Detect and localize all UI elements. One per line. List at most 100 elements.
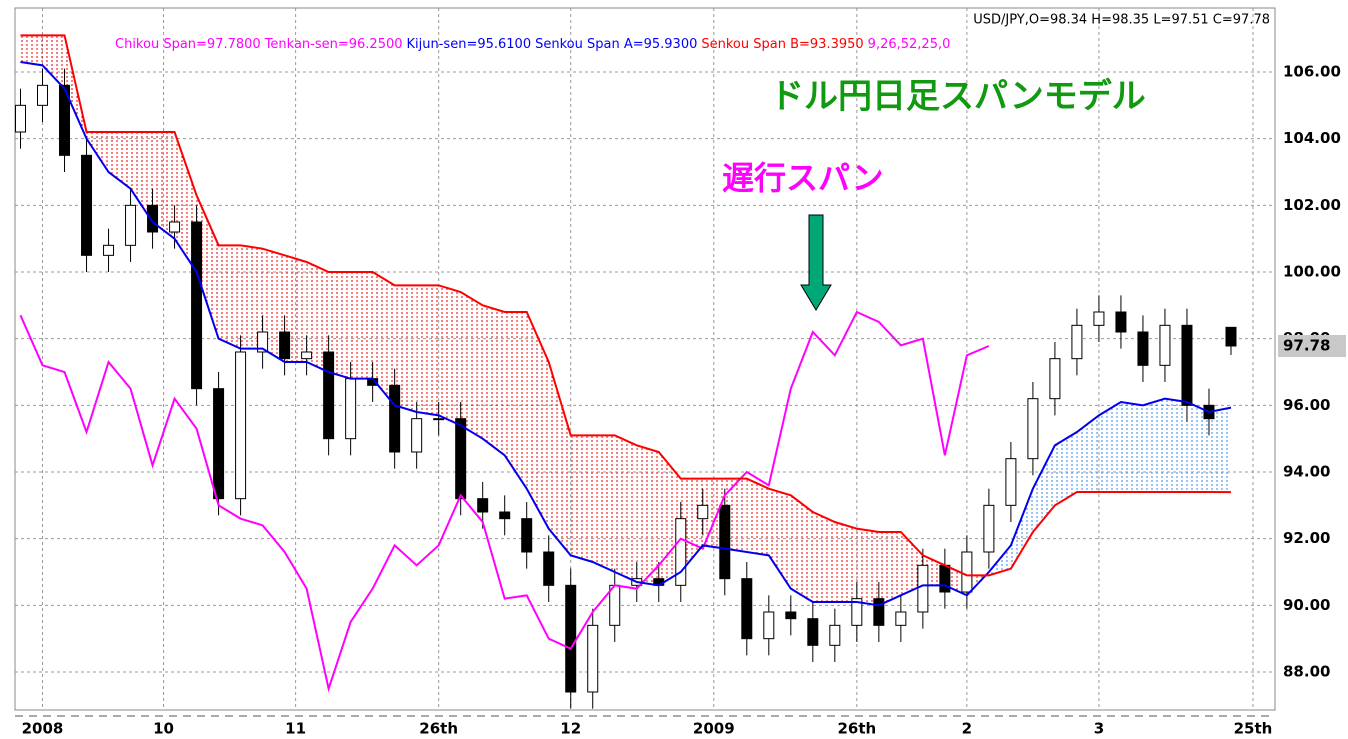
x-tick-label: 2009 <box>693 720 735 738</box>
x-tick-label: 25th <box>1234 720 1273 738</box>
annotation: ドル円日足スパンモデル <box>770 77 1146 117</box>
cloud <box>1142 398 1165 492</box>
cloud <box>218 245 241 349</box>
line <box>20 34 1231 577</box>
line <box>19 310 990 693</box>
cloud <box>152 132 175 239</box>
candle-body <box>675 518 687 586</box>
y-tick-label: 102.00 <box>1283 196 1341 214</box>
cloud <box>614 435 637 582</box>
cloud <box>834 522 857 602</box>
candle-body <box>1071 324 1083 360</box>
candle-body <box>609 584 621 626</box>
candle-body <box>741 578 753 640</box>
candle-body <box>257 331 269 353</box>
candle-body <box>895 611 907 626</box>
x-tick-label: 10 <box>153 720 174 738</box>
candle-body <box>213 388 225 500</box>
cloud <box>768 488 791 589</box>
chart-title: USD/JPY,O=98.34 H=98.35 L=97.51 C=97.78 <box>973 13 1270 28</box>
cloud <box>1054 432 1077 506</box>
y-tick-label: 92.00 <box>1283 529 1330 547</box>
cloud <box>658 452 681 586</box>
candle-body <box>763 611 775 640</box>
legend-entry: Senkou Span B=93.3950 <box>701 37 863 52</box>
x-tick-label: 3 <box>1094 720 1104 738</box>
candle-body <box>829 624 841 646</box>
cloud <box>108 132 131 189</box>
cloud <box>746 478 769 556</box>
candle-body <box>1115 311 1127 333</box>
candle-body <box>1225 326 1237 347</box>
x-tick-label: 11 <box>285 720 306 738</box>
candle-body <box>345 378 357 440</box>
candle-body <box>807 618 819 646</box>
cloud <box>482 305 505 456</box>
cloud <box>1098 402 1121 492</box>
cloud <box>548 362 571 556</box>
x-tick-label: 12 <box>560 720 581 738</box>
y-tick-label: 90.00 <box>1283 596 1330 614</box>
cloud <box>1208 407 1231 493</box>
candle-body <box>389 384 401 453</box>
candle-body <box>1049 358 1061 400</box>
candle-body <box>873 598 885 626</box>
legend-entry: Kijun-sen=95.6100 <box>407 37 532 52</box>
candle-body <box>565 584 577 693</box>
candle-body <box>1159 324 1171 366</box>
candle-body <box>411 418 423 453</box>
candle-body <box>1005 458 1017 506</box>
cloud <box>350 272 373 379</box>
cloud <box>1032 445 1055 532</box>
candle-body <box>81 154 93 256</box>
candle-body <box>433 418 445 421</box>
candle-body <box>785 611 797 620</box>
cloud <box>20 35 43 66</box>
cloud <box>416 285 439 416</box>
cloud <box>284 255 307 362</box>
candle-body <box>37 84 49 106</box>
cloud <box>196 195 219 339</box>
plot <box>15 8 1275 710</box>
y-tick-label: 100.00 <box>1283 263 1341 281</box>
candle-body <box>15 104 27 133</box>
cloud <box>42 35 65 89</box>
candle-body <box>169 221 181 233</box>
y-tick-label: 94.00 <box>1283 463 1330 481</box>
candle-body <box>851 598 863 626</box>
y-tick-label: 106.00 <box>1283 63 1341 81</box>
candle-body <box>961 551 973 593</box>
candle-body <box>521 518 533 553</box>
legend-entry: 9,26,52,25,0 <box>868 37 951 52</box>
candle-body <box>983 504 995 553</box>
cloud <box>680 478 703 572</box>
candle-body <box>1093 311 1105 326</box>
line <box>20 61 1232 607</box>
candle-body <box>477 498 489 513</box>
cloud <box>702 478 725 549</box>
candle-body <box>125 204 137 246</box>
cloud <box>438 285 461 426</box>
cloud <box>526 312 549 529</box>
cloud <box>1186 402 1209 492</box>
cloud <box>878 532 901 606</box>
y-tick-label: 96.00 <box>1283 396 1330 414</box>
y-tick-label: 88.00 <box>1283 663 1330 681</box>
arrow <box>800 214 832 311</box>
legend-entry: Chikou Span=97.7800 <box>115 37 261 52</box>
candle-body <box>719 504 731 580</box>
candle-body <box>191 221 203 390</box>
legend: Chikou Span=97.7800 Tenkan-sen=96.2500 Kij… <box>115 37 950 52</box>
cloud <box>328 272 351 379</box>
cloud <box>262 248 285 362</box>
legend-entry: Tenkan-sen=96.2500 <box>264 37 403 52</box>
candle-body <box>235 351 247 500</box>
cloud <box>130 132 153 222</box>
cloud <box>1164 398 1187 492</box>
x-tick-label: 26th <box>837 720 876 738</box>
x-tick-label: 26th <box>419 720 458 738</box>
cloud <box>394 285 417 412</box>
candle-body <box>543 551 555 586</box>
candle-body <box>147 204 159 233</box>
